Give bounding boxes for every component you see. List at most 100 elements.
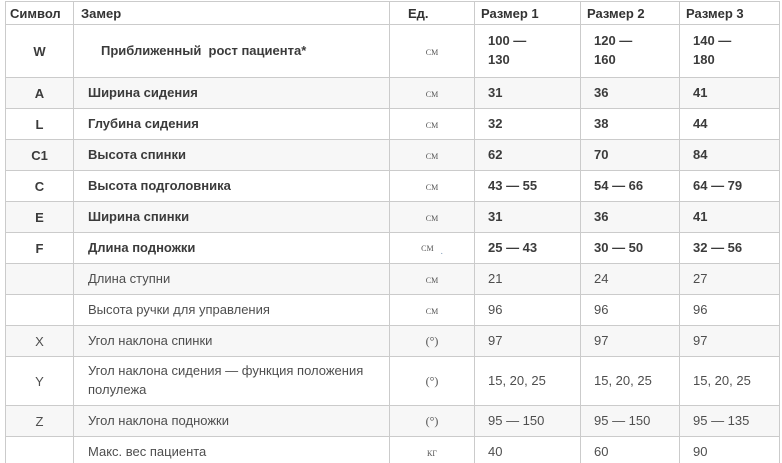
- measurement-cell: Угол наклона подножки: [73, 405, 390, 437]
- unit-cell: см: [389, 108, 475, 140]
- size3-cell: 84: [679, 139, 780, 171]
- unit-cell: (°): [389, 405, 475, 437]
- measurement-cell: Высота подголовника: [73, 170, 390, 202]
- symbol-cell: C1: [5, 139, 74, 171]
- size3-cell: 41: [679, 201, 780, 233]
- symbol-cell: A: [5, 77, 74, 109]
- measurement-cell: Макс. вес пациента: [73, 436, 390, 463]
- measurement-cell: Ширина спинки: [73, 201, 390, 233]
- unit-cell: см: [389, 139, 475, 171]
- size1-cell: 40: [474, 436, 581, 463]
- unit-cell: (°): [389, 325, 475, 357]
- col-header-measurement: Замер: [73, 1, 390, 25]
- size2-cell: 95 — 150: [580, 405, 680, 437]
- measurement-cell: Глубина сидения: [73, 108, 390, 140]
- symbol-cell: [5, 436, 74, 463]
- size1-cell: 31: [474, 77, 581, 109]
- symbol-cell: [5, 263, 74, 295]
- table-row: A Ширина сидения см 31 36 41: [5, 77, 780, 109]
- symbol-cell: F: [5, 232, 74, 264]
- unit-cell: см: [389, 263, 475, 295]
- size2-cell: 60: [580, 436, 680, 463]
- table-row: W Приближенный рост пациента* см 100 — 1…: [5, 24, 780, 78]
- table-row: C Высота подголовника см 43 — 55 54 — 66…: [5, 170, 780, 202]
- size3-cell: 32 — 56: [679, 232, 780, 264]
- col-header-size3: Размер 3: [679, 1, 780, 25]
- unit-cell: (°): [389, 356, 475, 406]
- size2-cell: 70: [580, 139, 680, 171]
- size3-cell: 97: [679, 325, 780, 357]
- size2-cell: 36: [580, 201, 680, 233]
- size2-cell: 97: [580, 325, 680, 357]
- size-table: Символ Замер Ед. Размер 1 Размер 2 Разме…: [5, 1, 780, 463]
- table-row: Y Угол наклона сидения — функция положен…: [5, 356, 780, 406]
- symbol-cell: [5, 294, 74, 326]
- unit-cell: см: [389, 24, 475, 78]
- table-row: Макс. вес пациента кг 40 60 90: [5, 436, 780, 463]
- header-row: Символ Замер Ед. Размер 1 Размер 2 Разме…: [5, 1, 780, 25]
- symbol-cell: E: [5, 201, 74, 233]
- symbol-cell: C: [5, 170, 74, 202]
- table-row: Длина ступни см 21 24 27: [5, 263, 780, 295]
- size1-cell: 62: [474, 139, 581, 171]
- measurement-cell: Ширина сидения: [73, 77, 390, 109]
- col-header-unit: Ед.: [389, 1, 475, 25]
- size1-cell: 96: [474, 294, 581, 326]
- size3-cell: 95 — 135: [679, 405, 780, 437]
- size2-cell: 15, 20, 25: [580, 356, 680, 406]
- size3-cell: 27: [679, 263, 780, 295]
- size3-cell: 140 — 180: [679, 24, 780, 78]
- unit-cell: см: [389, 201, 475, 233]
- size3-cell: 64 — 79: [679, 170, 780, 202]
- size1-cell: 32: [474, 108, 581, 140]
- size2-cell: 96: [580, 294, 680, 326]
- size3-cell: 90: [679, 436, 780, 463]
- col-header-size1: Размер 1: [474, 1, 581, 25]
- symbol-cell: Z: [5, 405, 74, 437]
- measurement-cell: Угол наклона спинки: [73, 325, 390, 357]
- col-header-size2: Размер 2: [580, 1, 680, 25]
- size3-cell: 15, 20, 25: [679, 356, 780, 406]
- size1-cell: 97: [474, 325, 581, 357]
- size1-cell: 95 — 150: [474, 405, 581, 437]
- size1-cell: 15, 20, 25: [474, 356, 581, 406]
- measurement-cell: Приближенный рост пациента*: [73, 24, 390, 78]
- size1-cell: 100 — 130: [474, 24, 581, 78]
- symbol-cell: X: [5, 325, 74, 357]
- size1-cell: 43 — 55: [474, 170, 581, 202]
- size3-cell: 44: [679, 108, 780, 140]
- size2-cell: 24: [580, 263, 680, 295]
- size2-cell: 36: [580, 77, 680, 109]
- table-row: F Длина подножки см. 25 — 43 30 — 50 32 …: [5, 232, 780, 264]
- measurement-cell: Длина подножки: [73, 232, 390, 264]
- unit-footnote-mark: .: [440, 246, 443, 257]
- size1-cell: 31: [474, 201, 581, 233]
- unit-cell: см: [389, 170, 475, 202]
- table-row: Z Угол наклона подножки (°) 95 — 150 95 …: [5, 405, 780, 437]
- table-row: Высота ручки для управления см 96 96 96: [5, 294, 780, 326]
- size2-cell: 54 — 66: [580, 170, 680, 202]
- unit-value: см: [421, 239, 434, 254]
- measurement-cell: Высота спинки: [73, 139, 390, 171]
- size1-cell: 21: [474, 263, 581, 295]
- measurement-cell: Угол наклона сидения — функция положения…: [73, 356, 390, 406]
- col-header-symbol: Символ: [5, 1, 74, 25]
- unit-cell: см: [389, 294, 475, 326]
- size2-cell: 120 — 160: [580, 24, 680, 78]
- unit-cell: кг: [389, 436, 475, 463]
- size2-cell: 38: [580, 108, 680, 140]
- unit-cell: см: [389, 77, 475, 109]
- table-row: C1 Высота спинки см 62 70 84: [5, 139, 780, 171]
- unit-cell: см.: [389, 232, 475, 264]
- table-row: L Глубина сидения см 32 38 44: [5, 108, 780, 140]
- table-row: E Ширина спинки см 31 36 41: [5, 201, 780, 233]
- size2-cell: 30 — 50: [580, 232, 680, 264]
- symbol-cell: L: [5, 108, 74, 140]
- size3-cell: 96: [679, 294, 780, 326]
- size1-cell: 25 — 43: [474, 232, 581, 264]
- measurement-cell: Длина ступни: [73, 263, 390, 295]
- size3-cell: 41: [679, 77, 780, 109]
- table-row: X Угол наклона спинки (°) 97 97 97: [5, 325, 780, 357]
- measurement-cell: Высота ручки для управления: [73, 294, 390, 326]
